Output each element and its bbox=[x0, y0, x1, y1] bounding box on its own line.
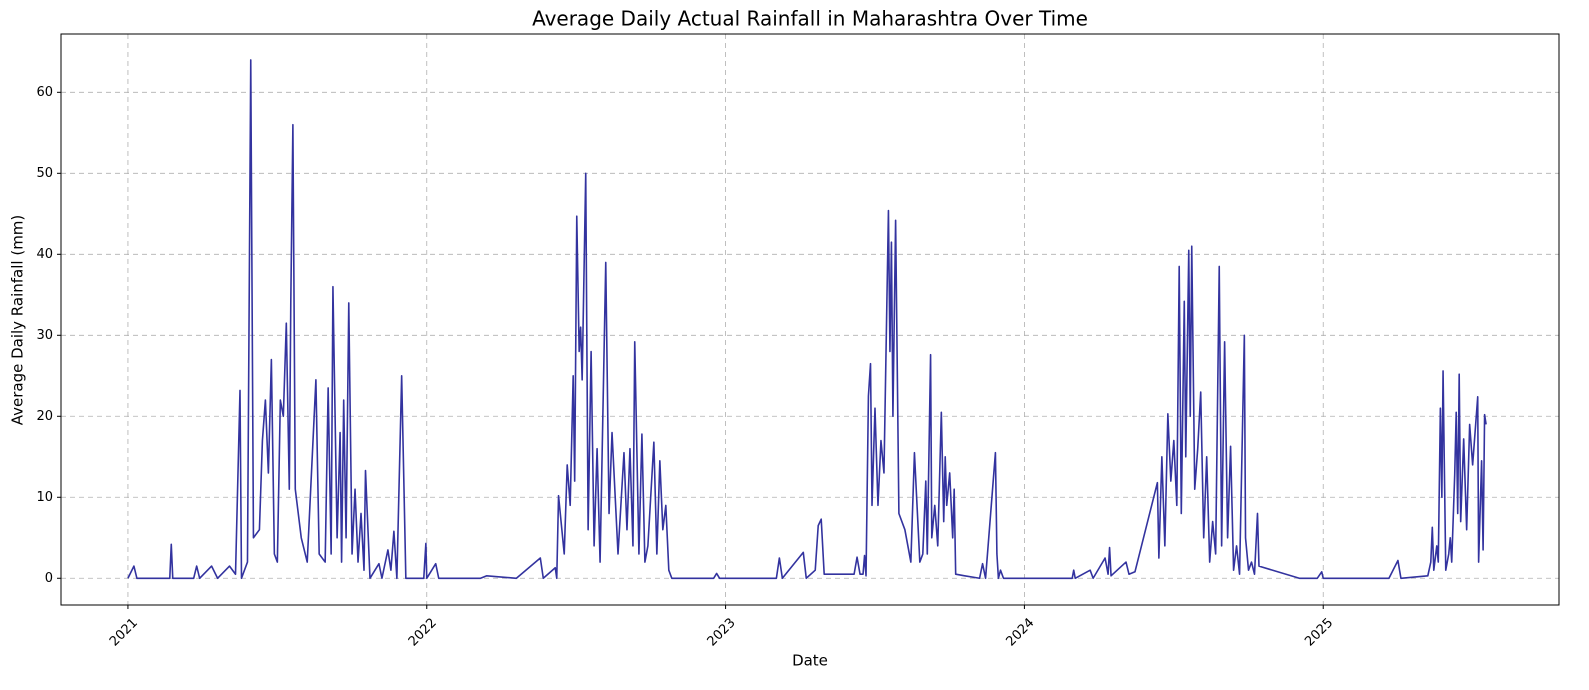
data-line bbox=[127, 59, 1487, 580]
y-tick-label: 50 bbox=[36, 166, 53, 181]
y-tick-label: 40 bbox=[36, 247, 53, 262]
y-tick-label: 0 bbox=[45, 571, 53, 586]
y-tick-label: 30 bbox=[36, 328, 53, 343]
y-tick-label: 60 bbox=[36, 85, 53, 100]
x-tick-label: 2023 bbox=[705, 615, 739, 649]
chart-title: Average Daily Actual Rainfall in Maharas… bbox=[532, 7, 1088, 31]
x-tick-label: 2025 bbox=[1302, 615, 1336, 649]
plot-frame bbox=[60, 33, 1560, 606]
x-tick-label: 2022 bbox=[406, 615, 440, 649]
y-axis-label: Average Daily Rainfall (mm) bbox=[9, 215, 27, 426]
y-tick-label: 20 bbox=[36, 409, 53, 424]
x-tick-label: 2021 bbox=[107, 615, 141, 649]
y-tick-label: 10 bbox=[36, 490, 53, 505]
x-tick-label: 2024 bbox=[1003, 615, 1037, 649]
x-axis-label: Date bbox=[792, 652, 828, 670]
